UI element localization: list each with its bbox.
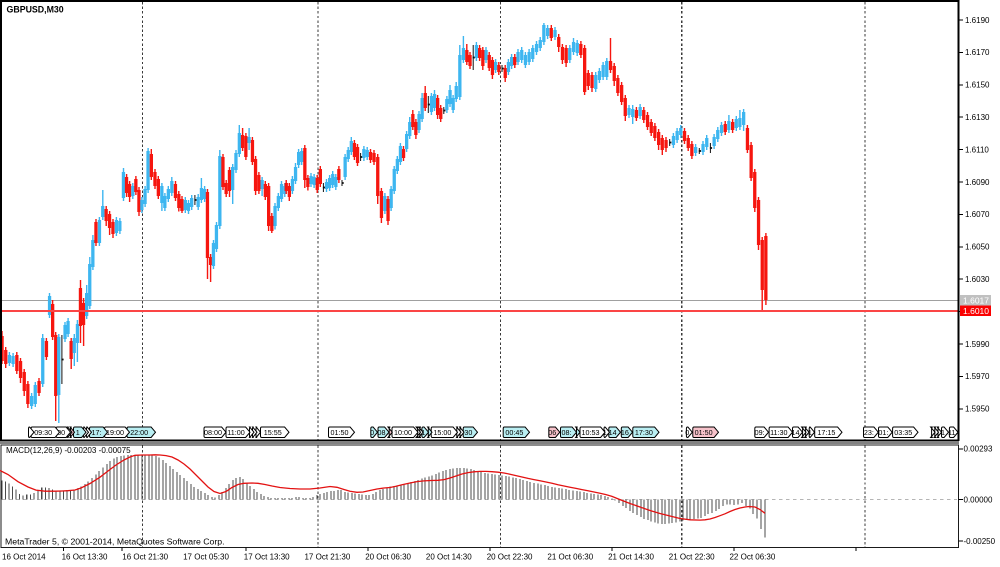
- svg-text:21 Oct 14:30: 21 Oct 14:30: [608, 553, 654, 562]
- svg-text:21 Oct 06:30: 21 Oct 06:30: [547, 553, 593, 562]
- svg-text:00: 00: [57, 428, 65, 437]
- svg-text:09:30: 09:30: [34, 428, 52, 437]
- svg-text:01:50: 01:50: [695, 428, 713, 437]
- svg-text:06: 06: [548, 428, 556, 437]
- svg-text:08: 08: [378, 428, 386, 437]
- svg-text:0: 0: [370, 428, 374, 437]
- svg-text:01:: 01:: [878, 428, 888, 437]
- svg-text:1.6190: 1.6190: [965, 16, 990, 25]
- svg-text:16 Oct 2014: 16 Oct 2014: [2, 553, 46, 562]
- svg-text:17 Oct 21:30: 17 Oct 21:30: [304, 553, 350, 562]
- svg-text:17 Oct 13:30: 17 Oct 13:30: [244, 553, 290, 562]
- svg-text:20 Oct 14:30: 20 Oct 14:30: [426, 553, 472, 562]
- svg-text:11: 11: [948, 428, 955, 437]
- svg-text:11:00: 11:00: [227, 428, 244, 437]
- svg-text:17 Oct 05:30: 17 Oct 05:30: [183, 553, 229, 562]
- svg-text:21 Oct 22:30: 21 Oct 22:30: [669, 553, 715, 562]
- svg-text:0: 0: [685, 428, 689, 437]
- svg-text:1.6130: 1.6130: [965, 113, 990, 122]
- svg-text:1.6170: 1.6170: [965, 48, 990, 57]
- svg-text:1.6090: 1.6090: [965, 178, 990, 187]
- svg-text:-0.00250: -0.00250: [964, 537, 996, 546]
- svg-text:22 Oct 06:30: 22 Oct 06:30: [729, 553, 775, 562]
- svg-text:17:15: 17:15: [817, 428, 835, 437]
- svg-text:1.6017: 1.6017: [963, 295, 989, 305]
- svg-text:10:53: 10:53: [582, 428, 600, 437]
- svg-text:01:50: 01:50: [331, 428, 349, 437]
- svg-text:15:00: 15:00: [433, 428, 451, 437]
- svg-text:1: 1: [76, 428, 80, 437]
- svg-text:1.6030: 1.6030: [965, 275, 990, 284]
- svg-text:19:00: 19:00: [106, 428, 124, 437]
- svg-text:1: 1: [808, 428, 812, 437]
- svg-text:17:30: 17:30: [635, 428, 653, 437]
- svg-text:08:00: 08:00: [204, 428, 222, 437]
- svg-text:30: 30: [464, 428, 472, 437]
- svg-text:08:: 08:: [562, 428, 572, 437]
- svg-text:14: 14: [609, 428, 617, 437]
- svg-text:00:45: 00:45: [505, 428, 523, 437]
- svg-text:22:00: 22:00: [130, 428, 148, 437]
- svg-text:20 Oct 22:30: 20 Oct 22:30: [487, 553, 533, 562]
- svg-text:11:30: 11:30: [770, 428, 787, 437]
- svg-text:23:: 23:: [864, 428, 874, 437]
- svg-text:1.6110: 1.6110: [965, 145, 989, 154]
- svg-text:10:00: 10:00: [394, 428, 412, 437]
- svg-text:14: 14: [792, 428, 800, 437]
- svg-text:20 Oct 06:30: 20 Oct 06:30: [365, 553, 411, 562]
- svg-text:0.00293: 0.00293: [964, 445, 993, 454]
- svg-text:1.5950: 1.5950: [965, 405, 990, 414]
- svg-text:15:55: 15:55: [264, 428, 282, 437]
- svg-text:1.6050: 1.6050: [965, 243, 990, 252]
- svg-text:16 Oct 21:30: 16 Oct 21:30: [122, 553, 168, 562]
- svg-text:GBPUSD,M30: GBPUSD,M30: [7, 5, 64, 15]
- svg-text:MetaTrader 5, © 2001-2014, Met: MetaTrader 5, © 2001-2014, MetaQuotes So…: [5, 537, 225, 547]
- svg-text:03:35: 03:35: [894, 428, 912, 437]
- svg-text:0.00000: 0.00000: [964, 495, 993, 504]
- svg-text:1.5970: 1.5970: [965, 372, 990, 381]
- svg-text:1.5990: 1.5990: [965, 340, 990, 349]
- svg-text:1.6010: 1.6010: [963, 306, 989, 316]
- svg-text:16: 16: [621, 428, 629, 437]
- svg-text:16 Oct 13:30: 16 Oct 13:30: [62, 553, 108, 562]
- svg-text:1.6150: 1.6150: [965, 81, 990, 90]
- svg-text:1.6070: 1.6070: [965, 210, 990, 219]
- svg-text:1: 1: [941, 428, 945, 437]
- svg-text:MACD(12,26,9) -0.00203 -0.0007: MACD(12,26,9) -0.00203 -0.00075: [6, 446, 131, 455]
- svg-text:17:: 17:: [92, 428, 102, 437]
- svg-text:09:: 09:: [755, 428, 765, 437]
